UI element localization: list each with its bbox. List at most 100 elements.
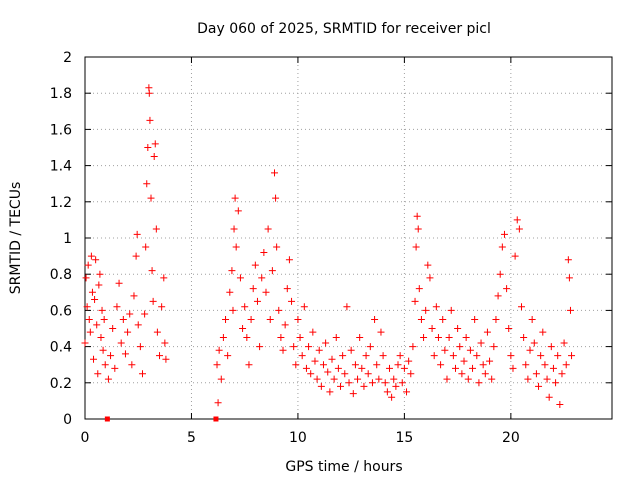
plot-frame xyxy=(84,56,613,420)
data-point xyxy=(381,379,389,387)
data-point xyxy=(253,297,261,305)
data-point xyxy=(532,370,540,378)
data-point xyxy=(147,194,155,202)
data-point xyxy=(151,140,159,148)
data-point xyxy=(412,243,420,251)
data-point xyxy=(462,334,470,342)
data-point xyxy=(234,207,242,215)
data-point xyxy=(373,361,381,369)
data-point xyxy=(215,346,223,354)
data-point xyxy=(407,370,415,378)
data-point xyxy=(143,180,151,188)
data-point xyxy=(309,328,317,336)
x-axis-label: GPS time / hours xyxy=(285,459,402,475)
x-tick-label: 0 xyxy=(81,430,90,446)
data-point xyxy=(219,334,227,342)
data-point xyxy=(94,370,102,378)
data-point xyxy=(488,375,496,383)
data-point xyxy=(360,382,368,390)
data-points xyxy=(81,84,576,409)
data-point xyxy=(281,321,289,329)
data-point xyxy=(217,375,225,383)
data-point xyxy=(413,212,421,220)
data-point xyxy=(109,325,117,332)
data-point xyxy=(214,399,222,407)
data-point xyxy=(347,346,355,354)
data-point xyxy=(409,343,417,351)
data-point xyxy=(132,252,140,260)
data-point xyxy=(441,346,449,354)
data-point xyxy=(396,352,404,360)
data-point xyxy=(547,343,555,351)
data-point xyxy=(230,225,238,233)
data-point xyxy=(560,339,568,347)
data-point xyxy=(130,292,138,300)
data-point xyxy=(313,375,321,383)
data-point xyxy=(545,393,553,401)
y-tick-label: 0.8 xyxy=(50,267,72,283)
data-point xyxy=(437,361,445,369)
data-point xyxy=(541,361,549,369)
y-tick-label: 0.6 xyxy=(50,303,72,319)
data-point xyxy=(405,357,413,365)
data-point xyxy=(268,267,276,275)
data-point xyxy=(417,315,425,323)
data-point xyxy=(91,296,99,304)
data-point xyxy=(97,334,105,342)
data-point xyxy=(518,303,526,311)
data-point xyxy=(520,334,528,342)
data-point xyxy=(537,352,545,360)
data-point xyxy=(111,364,119,372)
data-point xyxy=(568,352,576,360)
data-point xyxy=(362,352,370,360)
data-point xyxy=(104,375,112,383)
data-point xyxy=(515,225,523,233)
data-point xyxy=(503,285,511,293)
x-tick-label: 5 xyxy=(187,430,196,446)
data-point xyxy=(539,328,547,336)
data-point xyxy=(456,343,464,351)
data-point xyxy=(243,334,251,342)
x-tick-labels: 0 5 10 15 20 xyxy=(81,430,520,446)
data-point xyxy=(375,375,383,383)
data-point xyxy=(383,388,391,396)
data-point xyxy=(128,361,136,369)
data-point xyxy=(121,350,129,358)
data-point xyxy=(349,390,357,398)
y-tick-labels: 0 0.2 0.4 0.6 0.8 1 1.2 1.4 1.6 1.8 2 xyxy=(50,50,72,428)
data-point xyxy=(390,375,398,383)
data-point xyxy=(83,303,91,311)
data-point xyxy=(161,339,169,347)
data-point xyxy=(358,364,366,372)
data-point xyxy=(564,256,572,264)
data-point xyxy=(152,225,160,233)
data-point xyxy=(283,285,291,293)
data-point xyxy=(505,325,513,332)
data-point xyxy=(424,261,432,269)
data-point xyxy=(445,334,453,342)
data-point xyxy=(162,355,170,363)
data-point xyxy=(294,315,302,323)
data-point xyxy=(222,315,230,323)
data-point xyxy=(107,352,115,360)
data-point xyxy=(490,343,498,351)
data-point xyxy=(247,315,255,323)
data-point xyxy=(300,303,308,311)
data-point xyxy=(133,230,141,238)
y-tick-label: 0 xyxy=(63,412,72,428)
data-point xyxy=(88,288,96,296)
data-point xyxy=(345,379,353,387)
data-point xyxy=(565,274,573,282)
data-point xyxy=(511,252,519,260)
data-point xyxy=(371,315,379,323)
data-point xyxy=(328,355,336,363)
data-point xyxy=(82,274,90,282)
data-point xyxy=(117,339,125,347)
data-point xyxy=(379,352,387,360)
data-point xyxy=(296,334,304,342)
data-point xyxy=(356,334,364,342)
data-point xyxy=(292,361,300,369)
data-point xyxy=(148,267,156,275)
data-point xyxy=(354,375,362,383)
